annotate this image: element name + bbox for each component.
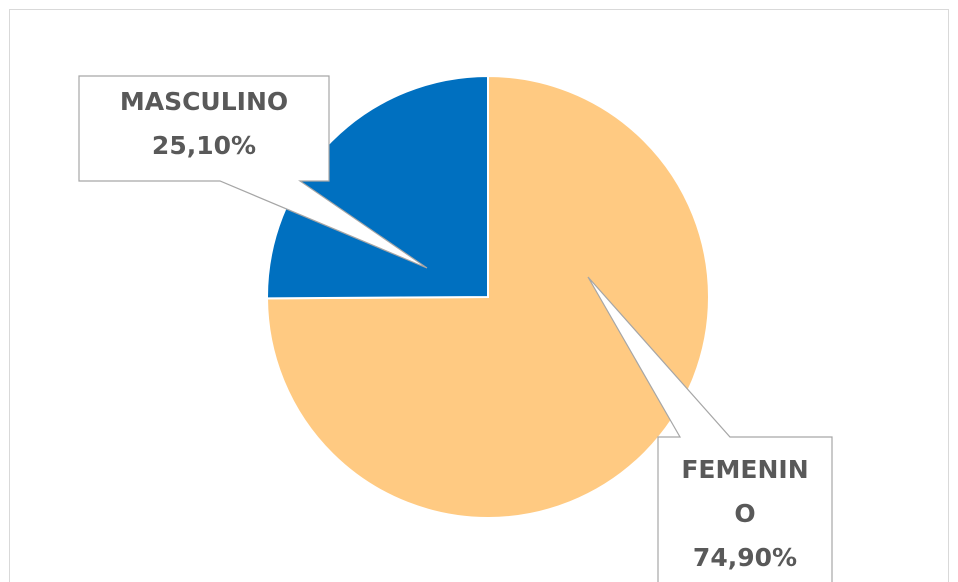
value-label: 25,10%: [151, 131, 257, 160]
callout: [78, 75, 428, 269]
slice-label: FEMENINO 74,90%: [664, 448, 826, 580]
slices: [265, 74, 710, 519]
category-label: FEMENINO: [681, 455, 809, 528]
value-label: 74,90%: [692, 543, 798, 572]
slice-label: MASCULINO 25,10%: [79, 80, 329, 168]
pie-slice: [266, 74, 489, 300]
category-label: MASCULINO: [119, 87, 289, 116]
callout: [587, 276, 833, 582]
